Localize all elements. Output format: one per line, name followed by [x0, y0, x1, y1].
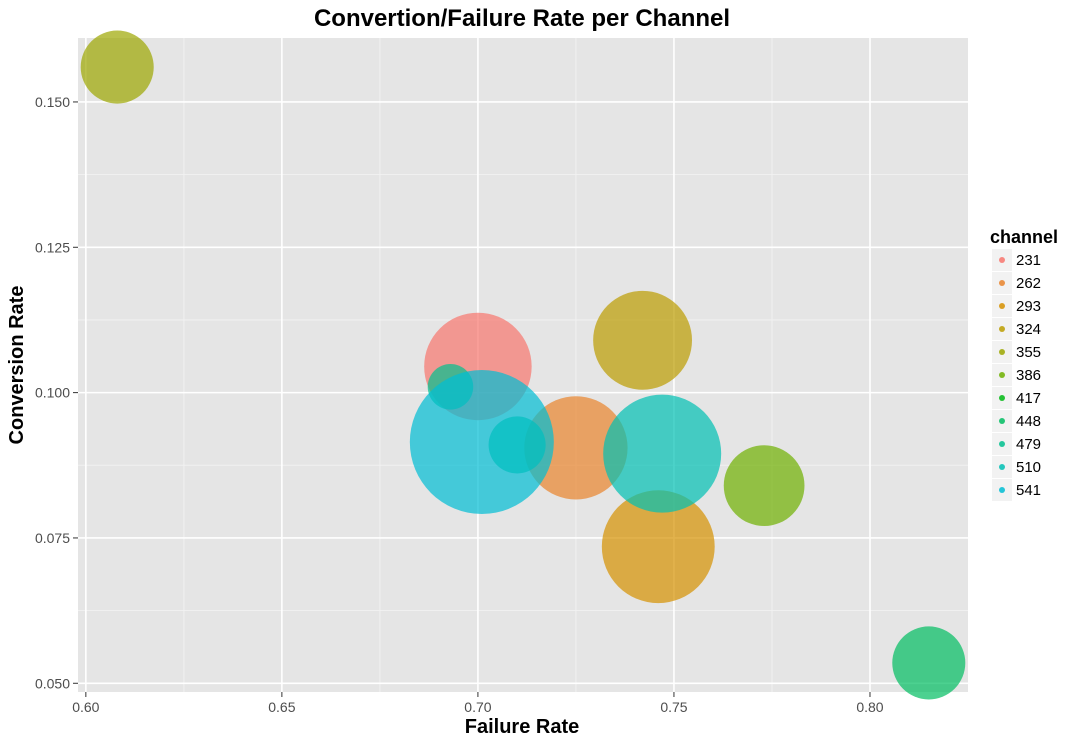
legend-items: 231 262 293 324 355 386 417 448 479 510 541 — [992, 249, 1041, 501]
legend-key-479 — [999, 441, 1005, 447]
legend-label-479: 479 — [1016, 436, 1041, 453]
legend-title: channel — [990, 227, 1058, 247]
bubble-channel-386 — [723, 445, 805, 526]
bubble-channel-541 — [409, 370, 554, 515]
legend-key-510 — [999, 464, 1005, 470]
chart-title: Convertion/Failure Rate per Channel — [314, 5, 730, 32]
x-axis-ticks: 0.60 0.65 0.70 0.75 0.80 — [72, 692, 884, 715]
y-axis-ticks: 0.050 0.075 0.100 0.125 0.150 — [35, 94, 78, 691]
legend-label-231: 231 — [1016, 252, 1041, 269]
legend-label-386: 386 — [1016, 367, 1041, 384]
legend-label-448: 448 — [1016, 413, 1041, 430]
bubble-channel-293 — [601, 490, 715, 604]
bubble-channel-510 — [603, 394, 722, 513]
y-tick-label: 0.075 — [35, 530, 70, 546]
bubble-channel-448 — [892, 626, 966, 700]
legend-key-324 — [999, 326, 1005, 332]
x-tick-label: 0.80 — [856, 699, 883, 715]
y-axis-label: Conversion Rate — [6, 286, 28, 445]
legend-label-324: 324 — [1016, 321, 1041, 338]
legend-label-541: 541 — [1016, 482, 1041, 499]
legend-key-417 — [999, 395, 1005, 401]
x-tick-label: 0.60 — [72, 699, 99, 715]
y-tick-label: 0.050 — [35, 675, 70, 691]
x-tick-label: 0.75 — [660, 699, 687, 715]
legend-key-541 — [999, 487, 1005, 493]
legend-key-231 — [999, 257, 1005, 263]
legend-key-293 — [999, 303, 1005, 309]
legend-label-417: 417 — [1016, 390, 1041, 407]
x-axis-label: Failure Rate — [465, 716, 579, 738]
bubble-channel-355 — [80, 30, 154, 104]
legend-key-355 — [999, 349, 1005, 355]
y-tick-label: 0.150 — [35, 94, 70, 110]
legend-key-262 — [999, 280, 1005, 286]
y-tick-label: 0.125 — [35, 239, 70, 255]
legend-label-355: 355 — [1016, 344, 1041, 361]
bubble-channel-324 — [593, 290, 693, 390]
legend-label-293: 293 — [1016, 298, 1041, 315]
bubble-layer — [80, 30, 966, 700]
x-tick-label: 0.65 — [268, 699, 295, 715]
legend: channel 231 262 293 324 355 386 417 448 479 510 54… — [990, 227, 1058, 501]
y-tick-label: 0.100 — [35, 385, 70, 401]
legend-key-386 — [999, 372, 1005, 378]
legend-label-510: 510 — [1016, 459, 1041, 476]
x-tick-label: 0.70 — [464, 699, 491, 715]
legend-key-448 — [999, 418, 1005, 424]
legend-label-262: 262 — [1016, 275, 1041, 292]
